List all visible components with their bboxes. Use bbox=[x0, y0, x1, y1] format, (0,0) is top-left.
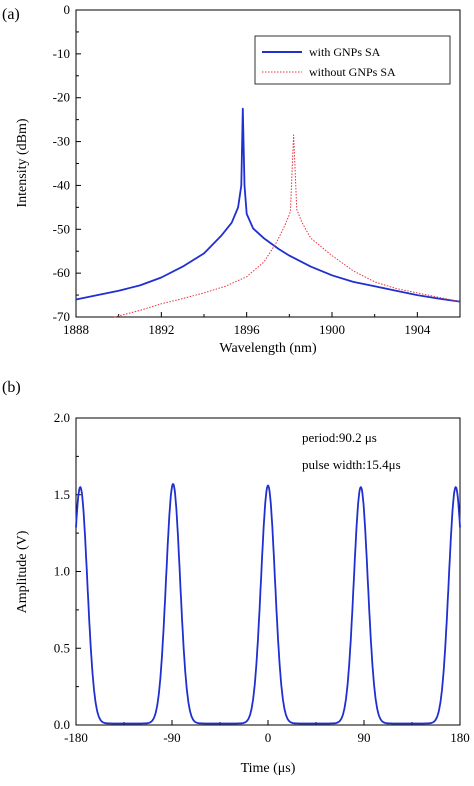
series-line-with-gnps bbox=[75, 107, 461, 303]
legend-label-without-gnps: without GNPs SA bbox=[309, 65, 396, 79]
axis-ticks-b: -180 -90 0 90 180 0.0 0.5 1.0 1.5 2.0 bbox=[54, 410, 470, 745]
y-axis-label-a: Intensity (dBm) bbox=[15, 118, 30, 207]
series-group-a bbox=[75, 107, 461, 318]
annotation-pulse-width: pulse width:15.4μs bbox=[302, 457, 401, 472]
legend-label-with-gnps: with GNPs SA bbox=[309, 45, 381, 59]
x-tick-label-a: 1888 bbox=[63, 322, 89, 337]
y-tick-label-b: 1.0 bbox=[54, 564, 70, 579]
panel-a-label: (a) bbox=[2, 6, 20, 23]
x-axis-label-a: Wavelength (nm) bbox=[219, 341, 317, 356]
y-tick-label-b: 0.0 bbox=[54, 717, 70, 732]
y-tick-label-b: 1.5 bbox=[54, 487, 70, 502]
x-tick-label-a: 1892 bbox=[148, 322, 174, 337]
panel-b-label: (b) bbox=[2, 379, 21, 396]
axis-ticks-a: 1888 1892 1896 1900 1904 0 -10 -20 -30 -40 -50 -60 -… bbox=[53, 2, 431, 337]
x-axis-label-b: Time (μs) bbox=[241, 761, 296, 776]
y-tick-label-b: 0.5 bbox=[54, 640, 70, 655]
y-tick-label-a: -60 bbox=[53, 265, 70, 280]
x-tick-label-b: 90 bbox=[358, 730, 371, 745]
panel-b: (b) -180 -90 0 90 180 0.0 0.5 1.0 1.5 2.0 Time (μ… bbox=[2, 379, 470, 776]
x-tick-label-a: 1896 bbox=[234, 322, 261, 337]
y-tick-label-a: -10 bbox=[53, 46, 70, 61]
y-axis-label-b: Amplitude (V) bbox=[15, 530, 30, 613]
y-tick-label-a: -20 bbox=[53, 90, 70, 105]
y-tick-label-a: -40 bbox=[53, 177, 70, 192]
y-tick-label-a: -70 bbox=[53, 309, 70, 324]
series-line-without-gnps bbox=[114, 134, 461, 318]
x-tick-label-b: -90 bbox=[163, 730, 180, 745]
x-tick-label-a: 1900 bbox=[319, 322, 345, 337]
series-group-b bbox=[75, 483, 461, 725]
y-tick-label-a: 0 bbox=[64, 2, 71, 17]
panel-a: (a) 1888 1892 1896 1900 1904 0 -10 -20 -30 -40 -50… bbox=[2, 2, 461, 356]
y-tick-label-b: 2.0 bbox=[54, 410, 70, 425]
annotation-period: period:90.2 μs bbox=[302, 430, 377, 445]
x-tick-label-a: 1904 bbox=[404, 322, 431, 337]
legend: with GNPs SA without GNPs SA bbox=[254, 35, 451, 85]
legend-box bbox=[254, 35, 451, 85]
plot-area-b bbox=[75, 417, 461, 726]
x-tick-label-b: 180 bbox=[450, 730, 470, 745]
x-tick-label-b: -180 bbox=[64, 730, 88, 745]
series-line-pulse-train bbox=[75, 483, 461, 725]
x-tick-label-b: 0 bbox=[265, 730, 272, 745]
y-tick-label-a: -50 bbox=[53, 221, 70, 236]
y-tick-label-a: -30 bbox=[53, 134, 70, 149]
